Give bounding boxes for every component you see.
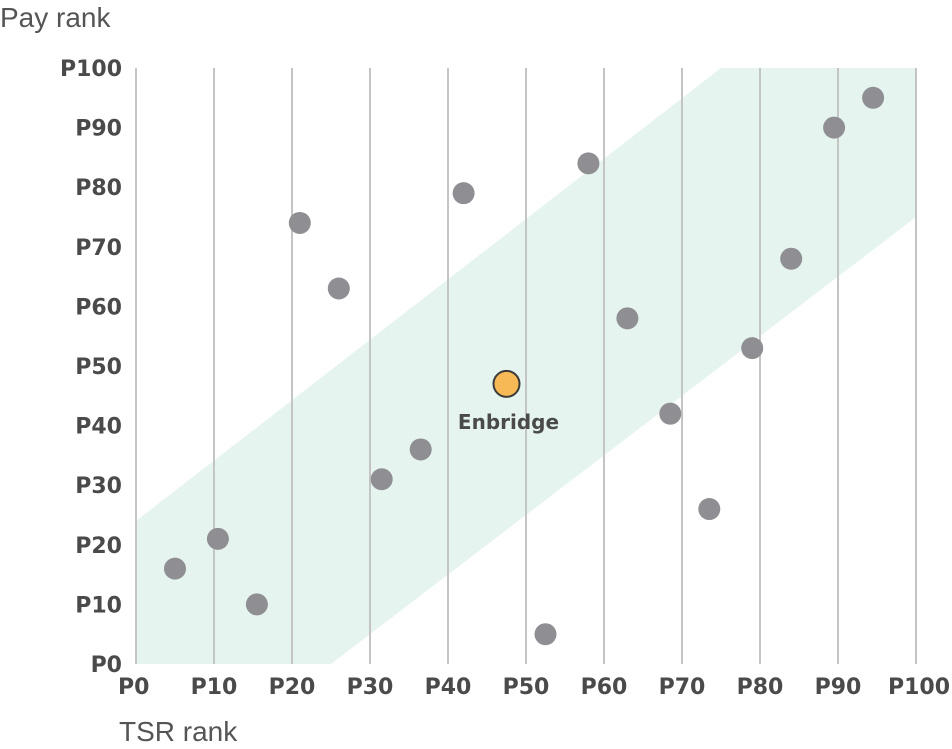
point-peer-15: [780, 247, 803, 270]
x-axis-title: TSR rank: [119, 716, 238, 747]
y-tick-p80: P80: [75, 176, 122, 201]
y-tick-p60: P60: [75, 295, 122, 320]
y-tick-p10: P10: [75, 593, 122, 618]
y-tick-p20: P20: [75, 534, 122, 559]
vertical-gridlines: [135, 68, 917, 664]
data-points: Enbridge: [164, 86, 885, 646]
point-peer-17: [862, 86, 885, 109]
point-peer-16: [823, 116, 846, 139]
point-peer-2: [206, 527, 229, 550]
point-peer-1: [164, 557, 186, 580]
point-label-enbridge: Enbridge: [458, 410, 559, 434]
y-tick-p70: P70: [75, 236, 122, 261]
y-tick-p40: P40: [75, 415, 122, 440]
y-tick-p0: P0: [91, 653, 122, 678]
x-tick-p50: P50: [503, 675, 550, 700]
x-tick-p40: P40: [425, 675, 472, 700]
x-axis-tick-labels: P0 P10 P20 P30 P40 P50 P60 P70 P80 P90 P100: [118, 675, 950, 700]
point-peer-5: [327, 277, 350, 300]
y-tick-p90: P90: [75, 117, 122, 142]
point-peer-8: [452, 182, 475, 205]
point-peer-12: [659, 402, 682, 425]
x-tick-p100: P100: [888, 675, 950, 700]
x-tick-p10: P10: [191, 675, 238, 700]
y-tick-p100: P100: [60, 57, 122, 82]
x-tick-p90: P90: [815, 675, 862, 700]
y-axis-title: Pay rank: [0, 2, 111, 33]
x-tick-p60: P60: [581, 675, 628, 700]
point-peer-9: [534, 623, 557, 646]
x-tick-p20: P20: [269, 675, 316, 700]
x-tick-p70: P70: [659, 675, 706, 700]
x-tick-p0: P0: [118, 675, 149, 700]
point-peer-11: [616, 307, 639, 330]
y-tick-p30: P30: [75, 474, 122, 499]
point-peer-10: [577, 152, 600, 175]
point-peer-3: [245, 593, 268, 616]
point-peer-4: [288, 211, 311, 234]
point-peer-7: [409, 438, 432, 461]
point-enbridge: [492, 369, 521, 398]
y-axis-tick-labels: P0 P10 P20 P30 P40 P50 P60 P70 P80 P90 P100: [60, 57, 122, 678]
x-tick-p30: P30: [347, 675, 394, 700]
point-peer-14: [741, 337, 764, 360]
point-peer-6: [370, 468, 393, 491]
y-tick-p50: P50: [75, 355, 122, 380]
x-tick-p80: P80: [737, 675, 784, 700]
point-peer-13: [698, 498, 721, 521]
